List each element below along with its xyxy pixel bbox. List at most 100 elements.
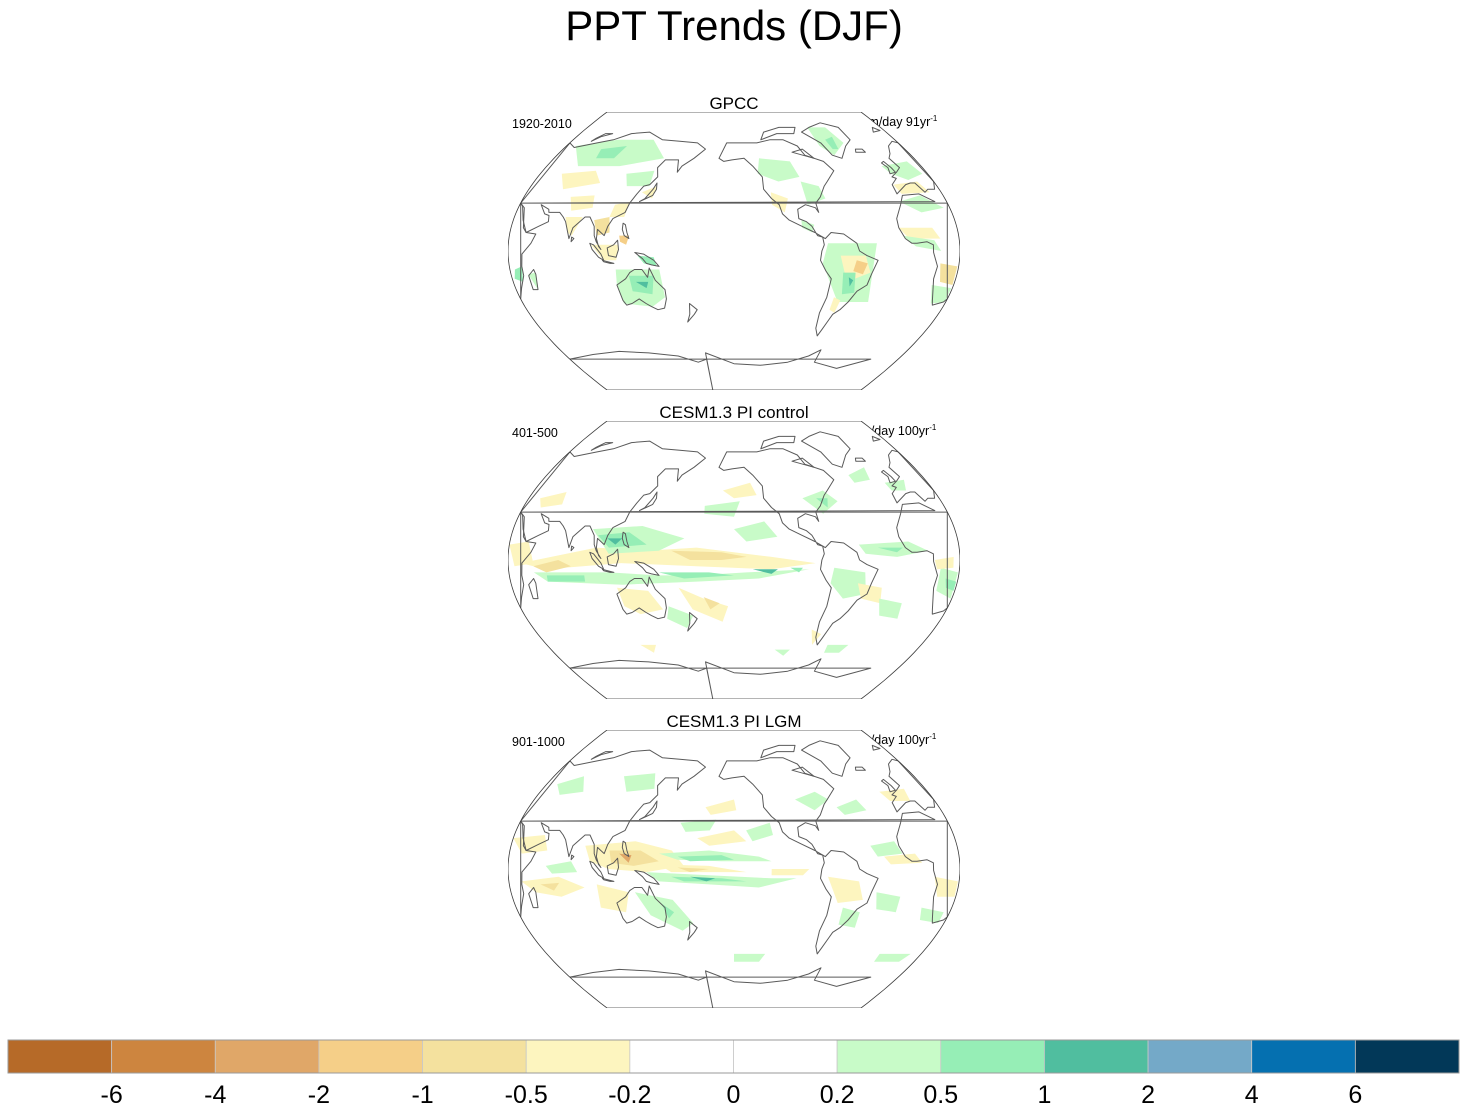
colorbar-frame bbox=[7, 1039, 1460, 1074]
coastline bbox=[639, 491, 658, 512]
panel-3-period: 901-1000 bbox=[512, 735, 565, 749]
colorbar-swatch bbox=[733, 1039, 838, 1074]
colorbar-swatch bbox=[836, 1039, 942, 1074]
coastline bbox=[801, 740, 851, 777]
coastline bbox=[634, 252, 660, 267]
colorbar-tick-label: 0 bbox=[727, 1081, 741, 1109]
coastline bbox=[760, 744, 796, 759]
colorbar-swatch bbox=[1354, 1039, 1460, 1074]
trend-contour bbox=[836, 799, 867, 815]
trend-contour bbox=[774, 649, 790, 656]
coastline bbox=[760, 435, 796, 450]
colorbar-tick-label: -2 bbox=[308, 1081, 330, 1109]
coastline bbox=[888, 140, 936, 195]
trend-contour bbox=[520, 547, 816, 570]
trend-contour bbox=[940, 263, 958, 285]
trend-contour bbox=[667, 606, 694, 628]
trend-contour bbox=[561, 170, 601, 190]
panel-1-map bbox=[508, 112, 960, 390]
trend-contour bbox=[734, 521, 778, 542]
trend-contour bbox=[899, 195, 944, 213]
coastline bbox=[520, 502, 948, 615]
trend-contour bbox=[857, 583, 882, 604]
colorbar-swatch bbox=[1147, 1039, 1253, 1074]
coastline bbox=[881, 778, 896, 793]
trend-contour bbox=[690, 876, 716, 882]
trend-contour bbox=[596, 146, 627, 159]
map-boundary bbox=[508, 421, 960, 699]
trend-contour bbox=[848, 277, 854, 287]
trend-contour bbox=[540, 492, 567, 508]
trend-contour bbox=[640, 644, 656, 653]
coastline bbox=[791, 457, 815, 468]
coastline bbox=[528, 269, 539, 291]
trend-contour bbox=[811, 629, 822, 645]
trend-contour bbox=[533, 560, 571, 573]
coastline bbox=[601, 259, 615, 264]
panel-2-period: 401-500 bbox=[512, 426, 558, 440]
trend-contour bbox=[677, 867, 709, 873]
trend-contour bbox=[828, 876, 863, 903]
colorbar-swatch bbox=[318, 1039, 423, 1074]
panel-3-title: CESM1.3 PI LGM bbox=[666, 712, 802, 731]
coastline bbox=[616, 885, 667, 929]
colorbar-swatch bbox=[422, 1039, 527, 1074]
trend-contour bbox=[879, 598, 902, 619]
trend-contour bbox=[841, 272, 856, 295]
coastline bbox=[634, 561, 660, 576]
coastline bbox=[570, 854, 575, 861]
trend-contour bbox=[853, 260, 868, 275]
colorbar-swatch bbox=[1044, 1039, 1149, 1074]
trend-contour bbox=[697, 830, 747, 846]
coastline bbox=[621, 222, 630, 240]
trend-contour bbox=[607, 538, 623, 545]
trend-contour bbox=[825, 136, 839, 150]
trend-contour bbox=[930, 285, 952, 304]
trend-contour bbox=[893, 181, 930, 194]
panel-2-title: CESM1.3 PI control bbox=[659, 403, 809, 422]
map-background bbox=[508, 112, 960, 390]
trend-contour bbox=[824, 644, 849, 653]
trend-contour bbox=[678, 587, 729, 622]
trend-contour bbox=[533, 569, 810, 585]
colorbar-tick-label: -6 bbox=[101, 1081, 123, 1109]
coastline bbox=[687, 303, 698, 323]
panel-3-units-exp: -1 bbox=[929, 732, 937, 741]
coastline bbox=[621, 531, 630, 549]
coastline bbox=[621, 840, 630, 858]
coastline bbox=[687, 921, 698, 941]
trend-contour bbox=[919, 907, 944, 924]
colorbar-swatch bbox=[7, 1039, 113, 1074]
trend-contour bbox=[802, 490, 838, 514]
trend-contour bbox=[790, 567, 803, 573]
trend-contour bbox=[746, 822, 773, 842]
trend-contour bbox=[617, 587, 664, 615]
coastline bbox=[520, 131, 706, 250]
colorbar: -6 -4 -2 -1 -0.5 -0.2 0 0.2 0.5 1 2 4 6 bbox=[7, 1039, 1460, 1109]
trend-contour bbox=[635, 281, 649, 289]
coastline bbox=[520, 511, 537, 609]
trend-contour bbox=[877, 547, 903, 553]
trend-contour bbox=[734, 953, 766, 962]
coastline bbox=[606, 239, 619, 258]
trend-contour bbox=[934, 556, 954, 570]
coastline bbox=[606, 857, 619, 876]
coastline bbox=[639, 182, 658, 203]
coastline bbox=[520, 820, 537, 918]
trend-contour bbox=[703, 597, 720, 610]
trend-contour bbox=[619, 235, 630, 245]
coastline bbox=[801, 122, 851, 159]
trend-contour bbox=[545, 861, 578, 874]
map-boundary bbox=[508, 730, 960, 1008]
coastline bbox=[590, 133, 614, 142]
coastline bbox=[718, 448, 835, 547]
panel-1-period: 1920-2010 bbox=[512, 117, 572, 131]
panel-1-title: GPCC bbox=[709, 94, 759, 113]
coastline bbox=[854, 148, 866, 153]
colorbar-tick-label: 0.2 bbox=[820, 1081, 855, 1109]
coastline bbox=[881, 469, 896, 484]
coastline bbox=[601, 568, 615, 573]
panel-2-map bbox=[508, 421, 960, 699]
colorbar-swatch bbox=[940, 1039, 1045, 1074]
coastline bbox=[528, 578, 539, 600]
